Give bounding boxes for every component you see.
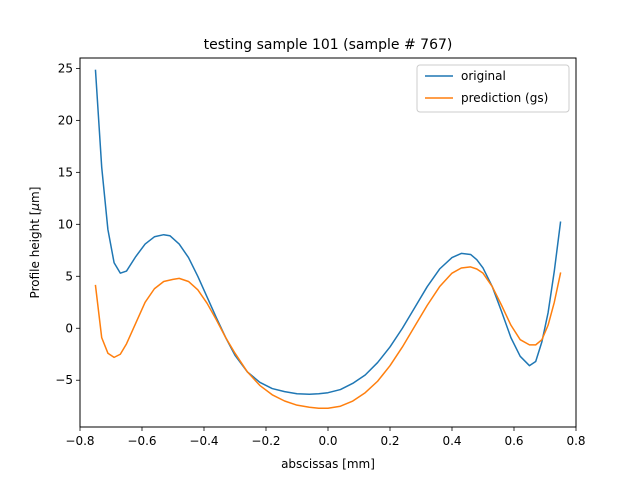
series-line-original xyxy=(94,69,562,396)
legend-box xyxy=(416,64,570,113)
x-tick-label: −0.2 xyxy=(251,434,280,448)
y-tick-label: 20 xyxy=(58,113,73,127)
y-axis-label-prefix: Profile height [ xyxy=(28,211,42,299)
y-tick-label: 15 xyxy=(58,165,73,179)
x-tick-label: 0.4 xyxy=(442,434,461,448)
y-axis-ticks: −5 0 5 10 15 20 25 xyxy=(55,61,80,387)
y-tick-label: 10 xyxy=(58,217,73,231)
y-tick-label: 0 xyxy=(65,321,73,335)
chart-title: testing sample 101 (sample # 767) xyxy=(204,37,453,53)
axes-frame xyxy=(79,57,577,428)
x-tick-label: −0.4 xyxy=(189,434,218,448)
plot-area xyxy=(94,69,562,410)
y-tick-label: −5 xyxy=(55,373,73,387)
x-tick-label: 0.0 xyxy=(318,434,337,448)
y-axis-label: Profile height [μm] xyxy=(28,187,42,299)
x-tick-label: 0.6 xyxy=(504,434,523,448)
x-axis-label: abscissas [mm] xyxy=(281,457,375,471)
y-tick-label: 5 xyxy=(65,269,73,283)
legend-label-prediction: prediction (gs) xyxy=(461,91,548,105)
x-axis-ticks: −0.8 −0.6 −0.4 −0.2 0.0 0.2 0.4 0.6 0.8 xyxy=(65,427,586,448)
x-tick-label: 0.2 xyxy=(380,434,399,448)
x-tick-label: −0.8 xyxy=(65,434,94,448)
series-line-prediction xyxy=(94,266,562,410)
y-axis-label-mu: μ xyxy=(28,203,42,212)
x-tick-label: −0.6 xyxy=(127,434,156,448)
y-axis-label-suffix: m] xyxy=(28,187,42,203)
y-tick-label: 25 xyxy=(58,61,73,75)
x-tick-label: 0.8 xyxy=(566,434,585,448)
legend-label-original: original xyxy=(461,69,506,83)
legend: original prediction (gs) xyxy=(416,64,570,113)
